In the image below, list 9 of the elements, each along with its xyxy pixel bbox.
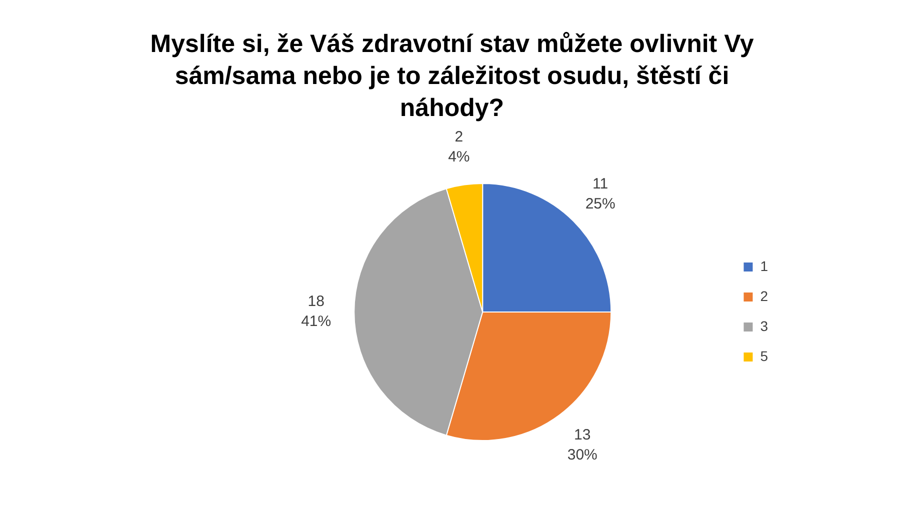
data-label: 11 25% — [585, 175, 616, 212]
chart-title: Myslíte si, že Váš zdravotní stav můžete ovlivnit Vy sám/sama nebo je to záležitost osudu, štěstí či náhody? — [149, 29, 755, 124]
legend-label: 5 — [760, 348, 768, 364]
data-label: 13 30% — [567, 426, 598, 464]
legend-label: 2 — [760, 288, 768, 304]
legend-label: 1 — [760, 258, 768, 274]
legend-label: 3 — [760, 318, 768, 334]
data-label: 2 4% — [448, 128, 470, 166]
data-label: 18 41% — [301, 293, 332, 330]
